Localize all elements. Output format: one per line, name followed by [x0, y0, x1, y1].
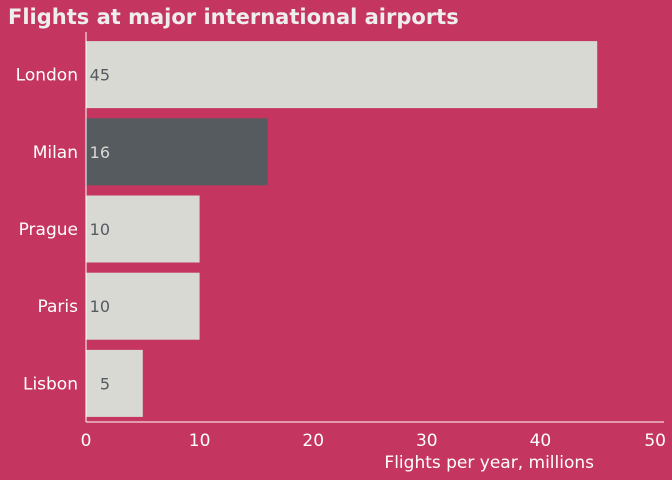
- bars-group: 45 16 10 10 5: [86, 41, 598, 417]
- value-label-milan: 16: [90, 143, 110, 162]
- bar-prague: [86, 195, 200, 263]
- category-label-london: London: [16, 66, 78, 86]
- bar-milan: [86, 118, 268, 186]
- category-label-lisbon: Lisbon: [23, 374, 78, 394]
- value-label-lisbon: 5: [100, 374, 110, 393]
- x-tick-label-20: 20: [302, 431, 324, 451]
- x-axis-label: Flights per year, millions: [384, 453, 594, 473]
- bar-paris: [86, 272, 200, 340]
- category-label-prague: Prague: [19, 220, 78, 240]
- value-label-prague: 10: [90, 220, 110, 239]
- bar-london: [86, 41, 598, 109]
- x-tick-label-40: 40: [530, 431, 552, 451]
- category-label-paris: Paris: [38, 297, 79, 317]
- x-tick-label-50: 50: [644, 431, 666, 451]
- x-tick-label-30: 30: [416, 431, 438, 451]
- x-tick-label-0: 0: [81, 431, 92, 451]
- value-label-paris: 10: [90, 297, 110, 316]
- axes-group: London Milan Prague Paris Lisbon 0 10 20 30 40 50: [16, 32, 666, 451]
- bar-lisbon: [86, 349, 143, 417]
- value-label-london: 45: [90, 66, 110, 85]
- category-label-milan: Milan: [33, 143, 78, 163]
- chart-title: Flights at major international airports: [8, 5, 459, 29]
- x-tick-label-10: 10: [189, 431, 211, 451]
